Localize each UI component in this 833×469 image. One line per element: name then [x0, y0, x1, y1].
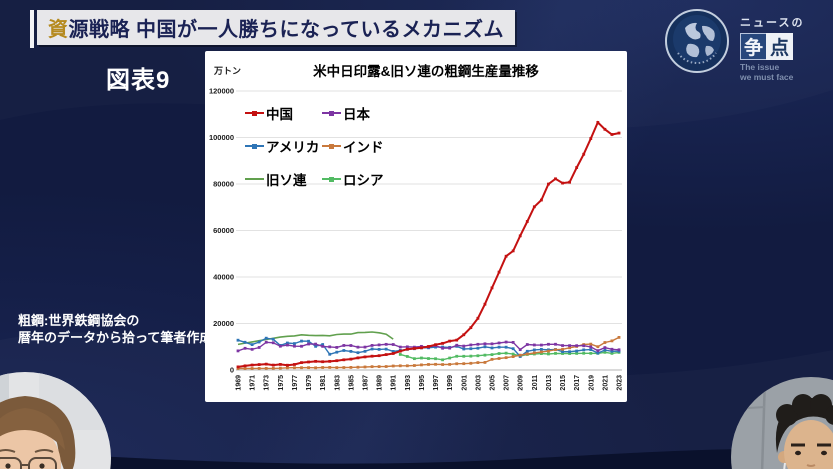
series-line-5 [400, 351, 620, 361]
x-tick-label: 1985 [348, 375, 355, 391]
x-tick-label: 1981 [320, 375, 327, 391]
x-tick-label: 1975 [278, 375, 285, 391]
x-tick-label: 1969 [236, 375, 243, 391]
y-tick-label: 100000 [209, 133, 234, 142]
logo-box-ten: 点 [766, 33, 793, 60]
x-tick-label: 2007 [504, 375, 511, 391]
x-tick-label: 2017 [574, 375, 581, 391]
logo-tagline: The issue we must face [740, 62, 794, 82]
x-tick-label: 1973 [264, 375, 271, 391]
x-tick-label: 1991 [391, 375, 398, 391]
x-tick-label: 2001 [461, 375, 468, 391]
x-tick-label: 2019 [588, 375, 595, 391]
logo-box-so: 争 [740, 33, 766, 60]
program-logo: ニュースの 争 点 The issue we must face [664, 8, 804, 83]
x-tick-label: 2005 [490, 375, 497, 391]
x-tick-label: 1977 [292, 375, 299, 391]
x-tick-label: 2015 [560, 375, 567, 391]
y-tick-label: 80000 [213, 180, 234, 189]
y-tick-label: 20000 [213, 319, 234, 328]
title-banner: 資源戦略 中国が一人勝ちになっているメカニズム [30, 10, 516, 48]
y-tick-label: 60000 [213, 226, 234, 235]
x-tick-label: 1997 [433, 375, 440, 391]
y-tick-label: 120000 [209, 87, 234, 96]
chart-panel: 米中日印露&旧ソ連の粗鋼生産量推移 万トン 0 20000 40000 60000 80… [205, 51, 627, 402]
series-line-4 [237, 331, 394, 346]
source-note-line2: 暦年のデータから拾って筆者作成 [18, 330, 213, 345]
x-tick-label: 2013 [546, 375, 553, 391]
page-title: 資源戦略 中国が一人勝ちになっているメカニズム [48, 13, 504, 42]
logo-kicker: ニュースの [740, 17, 805, 29]
chart-title: 米中日印露&旧ソ連の粗鋼生産量推移 [313, 64, 539, 79]
x-tick-label: 1989 [377, 375, 384, 391]
x-tick-label: 1979 [306, 375, 313, 391]
x-tick-label: 2021 [602, 375, 609, 391]
x-tick-label: 2023 [617, 375, 624, 391]
x-tick-label: 1995 [419, 375, 426, 391]
y-tick-label: 40000 [213, 273, 234, 282]
line-chart: 0 20000 40000 60000 80000 100000 120000 1969 197… [209, 87, 624, 391]
source-note: 粗鋼:世界鉄鋼協会の 暦年のデータから拾って筆者作成 [18, 312, 212, 346]
title-box: 資源戦略 中国が一人勝ちになっているメカニズム [37, 10, 516, 45]
x-tick-label: 1993 [405, 375, 412, 391]
title-text: 源戦略 中国が一人勝ちになっているメカニズム [68, 19, 505, 41]
title-highlight-char: 資 [48, 19, 69, 41]
x-tick-label: 1987 [363, 375, 370, 391]
x-tick-label: 1983 [334, 375, 341, 391]
globe-icon [665, 9, 729, 73]
x-tick-label: 1999 [447, 375, 454, 391]
y-tick-label: 0 [230, 366, 234, 375]
title-accent-bar [30, 10, 34, 48]
source-note-line1: 粗鋼:世界鉄鋼協会の [18, 313, 140, 328]
logo-boxes: 争 点 [740, 33, 804, 60]
series-line-0 [237, 120, 620, 368]
figure-label: 図表9 [106, 67, 171, 94]
y-axis-unit-label: 万トン [214, 66, 242, 76]
logo-wordmark: ニュースの 争 点 The issue we must face [740, 14, 804, 83]
x-tick-label: 2003 [475, 375, 482, 391]
x-tick-label: 2009 [518, 375, 525, 391]
x-tick-label: 1971 [250, 375, 257, 391]
x-tick-label: 2011 [532, 375, 539, 390]
bottom-bar [0, 448, 833, 469]
